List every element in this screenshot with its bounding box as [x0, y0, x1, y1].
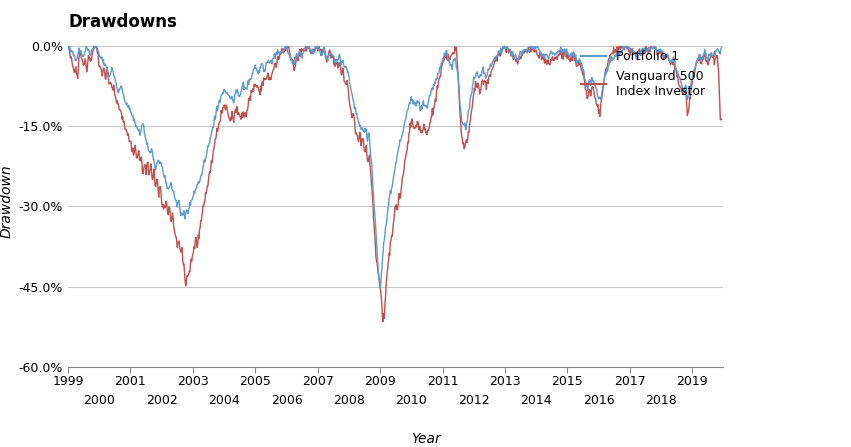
Y-axis label: Drawdown: Drawdown	[0, 164, 14, 238]
Legend: Portfolio 1, Vanguard 500
Index Investor: Portfolio 1, Vanguard 500 Index Investor	[576, 45, 711, 102]
Text: Drawdowns: Drawdowns	[68, 13, 177, 31]
Text: Year: Year	[411, 431, 440, 446]
